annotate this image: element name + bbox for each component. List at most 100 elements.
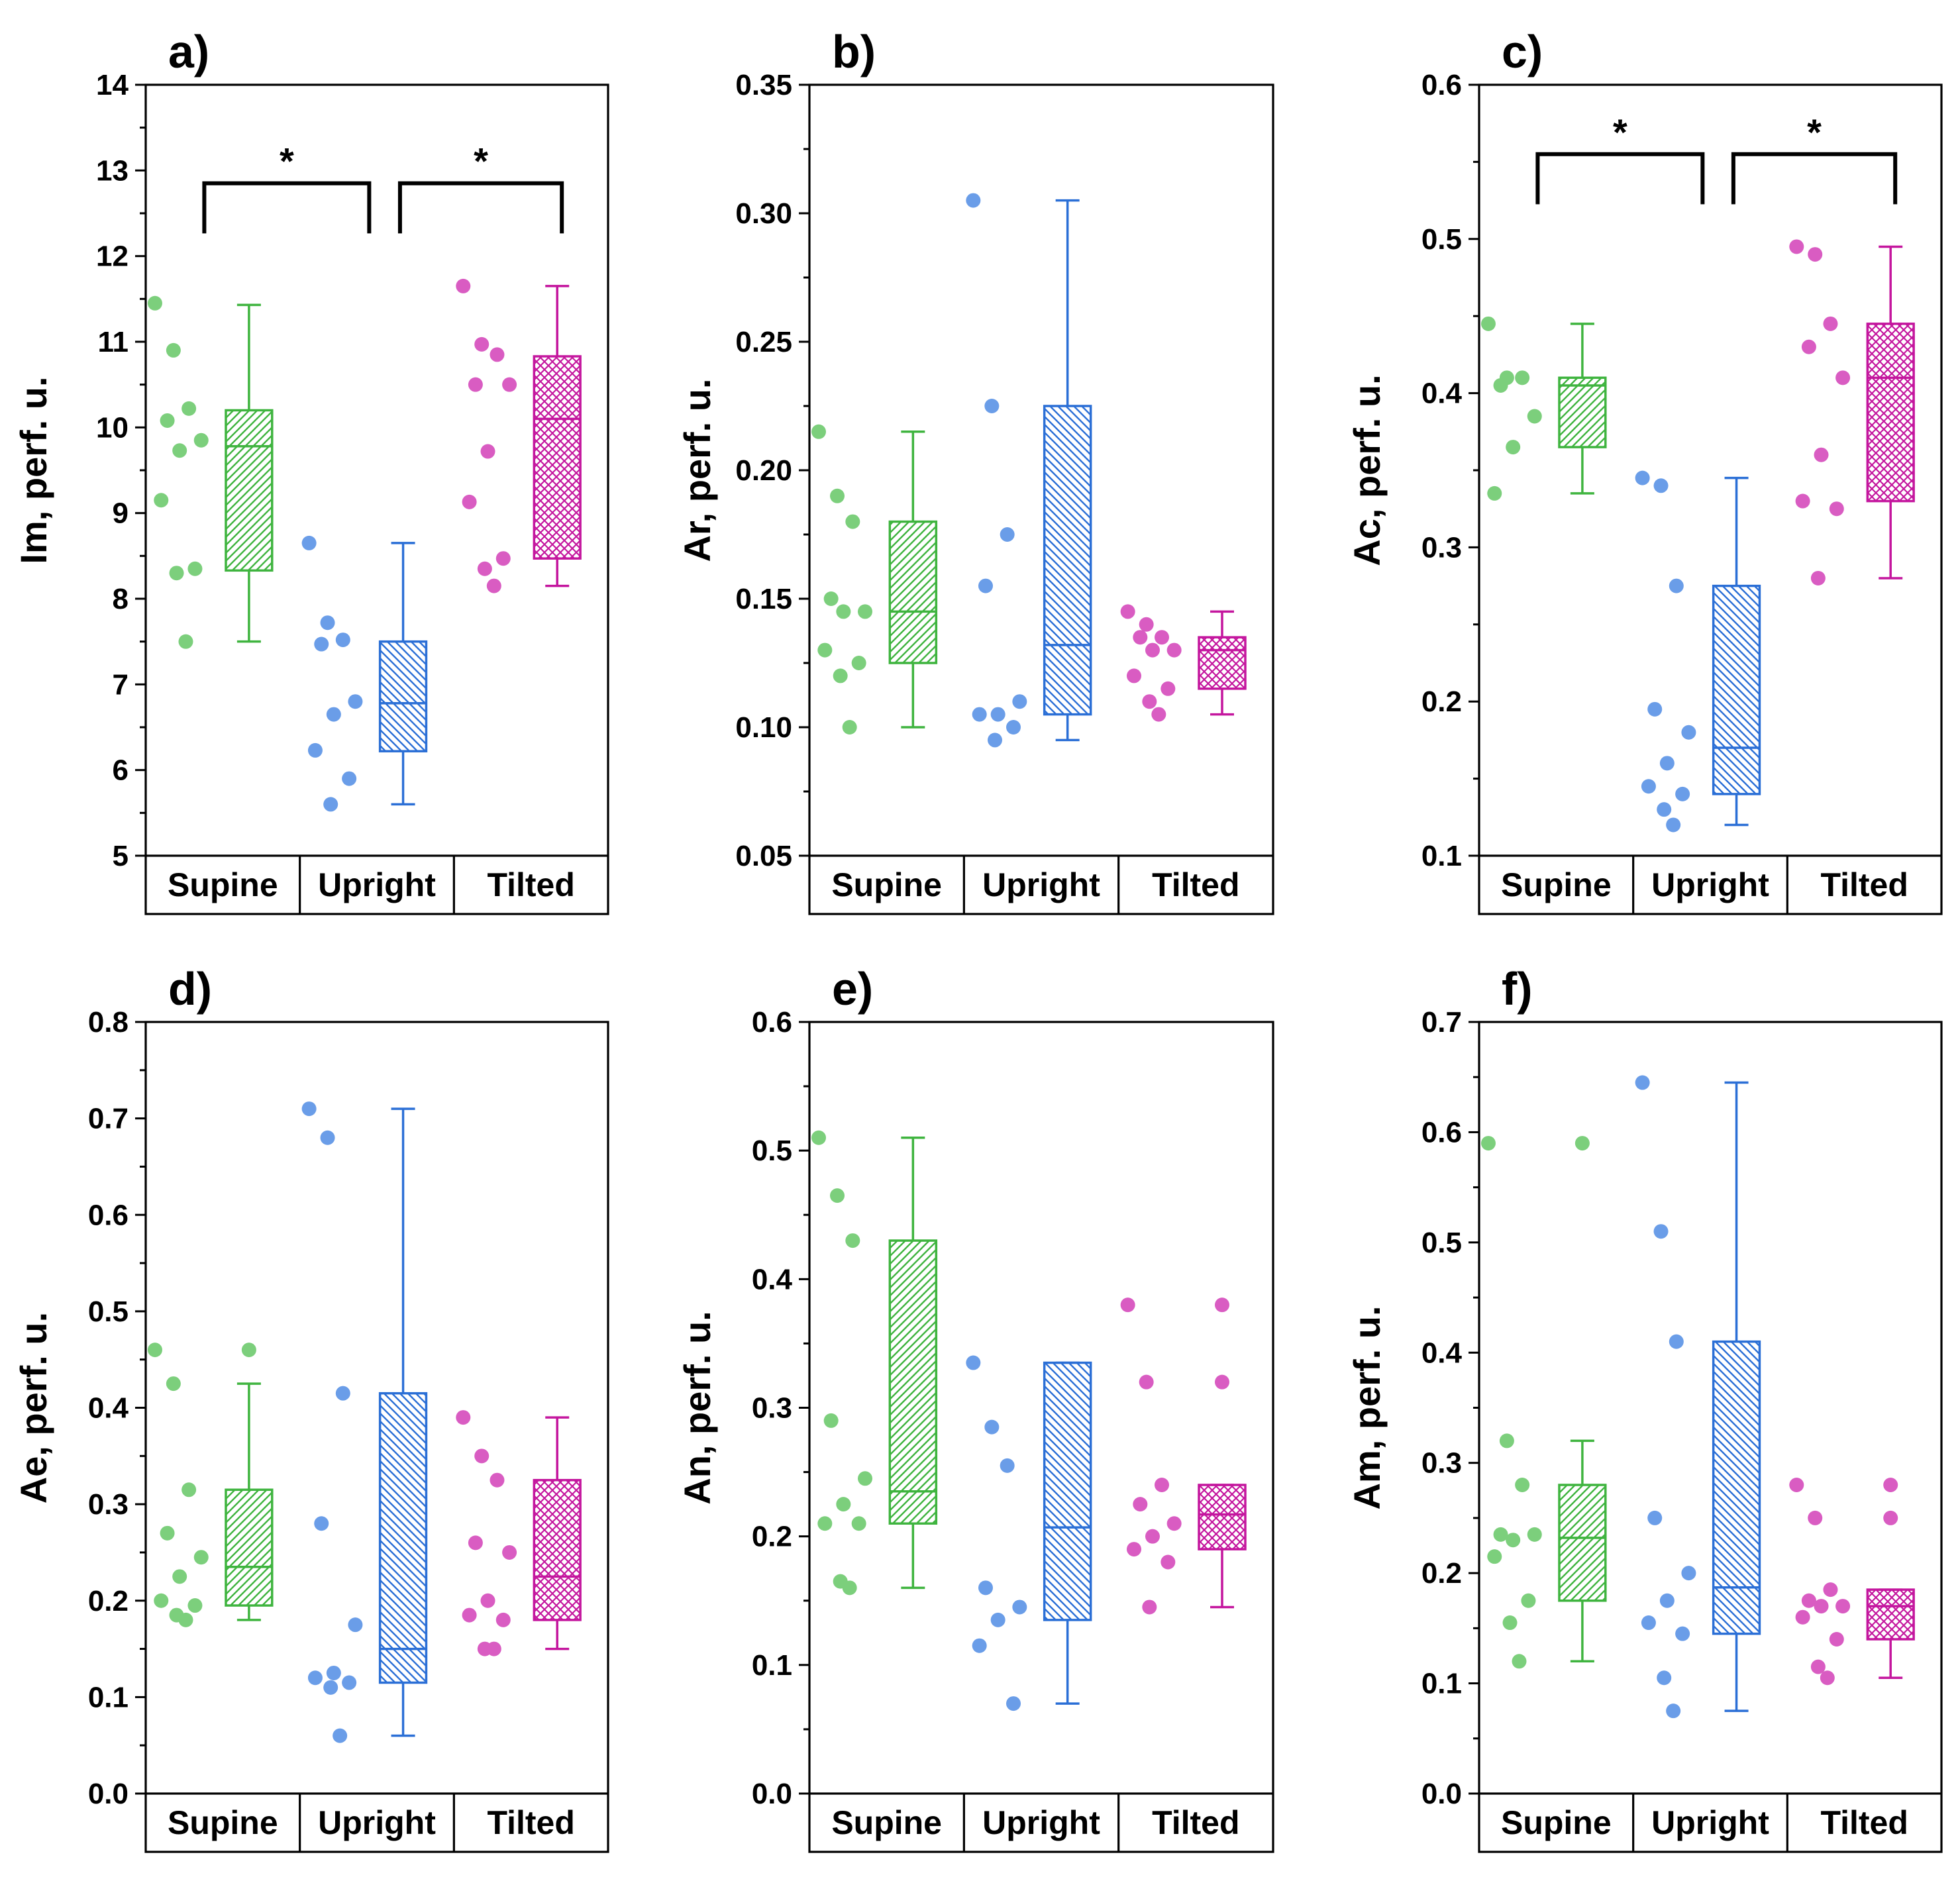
- data-point: [301, 1101, 317, 1117]
- data-point: [1810, 570, 1826, 585]
- y-tick-label: 0.05: [735, 840, 792, 872]
- plot-frame: [144, 83, 609, 915]
- significance-bracket: [1731, 152, 1898, 205]
- y-tick-label: 0.10: [735, 711, 792, 744]
- data-point: [486, 1641, 501, 1656]
- outlier-point: [1883, 1510, 1898, 1525]
- data-point: [320, 1130, 335, 1145]
- y-tick-label: 0.25: [735, 326, 792, 358]
- outlier-point: [1215, 1297, 1229, 1313]
- data-point: [342, 1675, 357, 1690]
- data-point: [966, 193, 981, 208]
- data-point: [1635, 1075, 1650, 1090]
- group-upright: [1635, 470, 1761, 833]
- box: [533, 1478, 582, 1621]
- data-point: [972, 1638, 987, 1653]
- data-point: [502, 1545, 517, 1560]
- data-point: [1666, 817, 1681, 833]
- box: [1866, 1588, 1915, 1641]
- data-point: [817, 1516, 833, 1531]
- data-point: [348, 694, 363, 709]
- data-point: [193, 432, 209, 448]
- category-label-tilted: Tilted: [1820, 1804, 1908, 1841]
- data-point: [978, 1580, 993, 1596]
- data-point: [172, 443, 187, 458]
- data-point: [1647, 701, 1663, 717]
- data-point: [154, 493, 169, 508]
- data-point: [851, 1516, 866, 1531]
- outlier-point: [1215, 1374, 1229, 1390]
- significance-star: *: [1613, 111, 1627, 153]
- category-label-supine: Supine: [831, 866, 942, 903]
- box: [1198, 636, 1247, 690]
- data-point: [314, 636, 329, 652]
- group-tilted: [456, 1410, 582, 1656]
- y-tick-label: 0.1: [88, 1681, 129, 1713]
- y-tick-label: 0.4: [752, 1263, 793, 1295]
- data-point: [1814, 1599, 1829, 1614]
- data-point: [1653, 1224, 1669, 1239]
- y-tick-label: 0.5: [88, 1295, 129, 1328]
- data-point: [1012, 1600, 1027, 1615]
- box: [1043, 1361, 1092, 1621]
- panel-e: 0.0 0.1 0.2 0.3 0.4 0.5 0.6 An, perf. u. e) Supin…: [676, 963, 1274, 1853]
- y-tick-label: 0.0: [88, 1778, 129, 1810]
- group-tilted: [1789, 1478, 1915, 1686]
- data-point: [314, 1516, 329, 1531]
- data-point: [147, 1343, 162, 1358]
- y-tick-label: 0.30: [735, 197, 792, 230]
- data-point: [462, 1607, 477, 1623]
- data-point: [477, 561, 492, 576]
- data-point: [1789, 239, 1804, 254]
- data-point: [474, 1448, 490, 1464]
- data-point: [480, 444, 495, 459]
- box: [1558, 1484, 1607, 1602]
- category-label-supine: Supine: [168, 866, 278, 903]
- group-tilted: [1120, 604, 1247, 722]
- plot-frame: [1478, 1021, 1943, 1853]
- data-point: [468, 377, 483, 392]
- data-point: [811, 424, 826, 439]
- y-tick-label: 0.7: [1421, 1006, 1462, 1039]
- y-tick-label: 0.4: [1421, 1337, 1463, 1369]
- data-point: [1810, 1659, 1826, 1674]
- data-point: [1659, 1593, 1675, 1608]
- data-point: [1487, 485, 1502, 501]
- data-point: [1502, 1615, 1518, 1631]
- y-tick-label: 0.1: [752, 1649, 792, 1682]
- data-point: [1480, 316, 1496, 331]
- data-point: [984, 399, 1000, 413]
- data-point: [966, 1355, 981, 1370]
- group-tilted: [1789, 239, 1915, 585]
- group-upright: [1635, 1075, 1761, 1719]
- data-point: [858, 604, 872, 619]
- data-point: [984, 1419, 1000, 1435]
- data-point: [1823, 316, 1838, 331]
- data-point: [1814, 447, 1829, 462]
- panel-label: f): [1502, 963, 1533, 1015]
- y-tick-label: 0.35: [735, 69, 792, 101]
- data-point: [988, 733, 1002, 748]
- data-point: [851, 656, 866, 670]
- group-supine: [147, 1343, 274, 1627]
- data-point: [1480, 1136, 1496, 1151]
- data-point: [1801, 1593, 1816, 1608]
- data-point: [160, 1525, 175, 1541]
- data-point: [456, 1410, 471, 1425]
- y-tick-label: 11: [97, 326, 129, 358]
- data-point: [181, 1482, 197, 1498]
- data-point: [348, 1617, 363, 1633]
- panel-b: 0.05 0.10 0.15 0.20 0.25 0.30 0.35 Ar, perf. u.…: [676, 26, 1274, 915]
- outlier-point: [241, 1343, 256, 1358]
- data-point: [1133, 1497, 1148, 1512]
- y-tick-label: 12: [96, 240, 129, 273]
- y-tick-label: 0.5: [1421, 223, 1462, 256]
- panel-label: d): [168, 963, 212, 1015]
- panel-d: 0.0 0.1 0.2 0.3 0.4 0.5 0.6 0.7 0.8 Ae, perf. u. d…: [13, 963, 609, 1853]
- group-supine: [1480, 316, 1607, 501]
- panel-c: 0.1 0.2 0.3 0.4 0.5 0.6 Ac, perf. u. c) Supine Up…: [1346, 26, 1943, 915]
- y-tick-label: 0.2: [1421, 1557, 1462, 1590]
- group-tilted: [1120, 1297, 1247, 1615]
- y-tick-label: 13: [96, 154, 129, 187]
- data-point: [836, 604, 851, 619]
